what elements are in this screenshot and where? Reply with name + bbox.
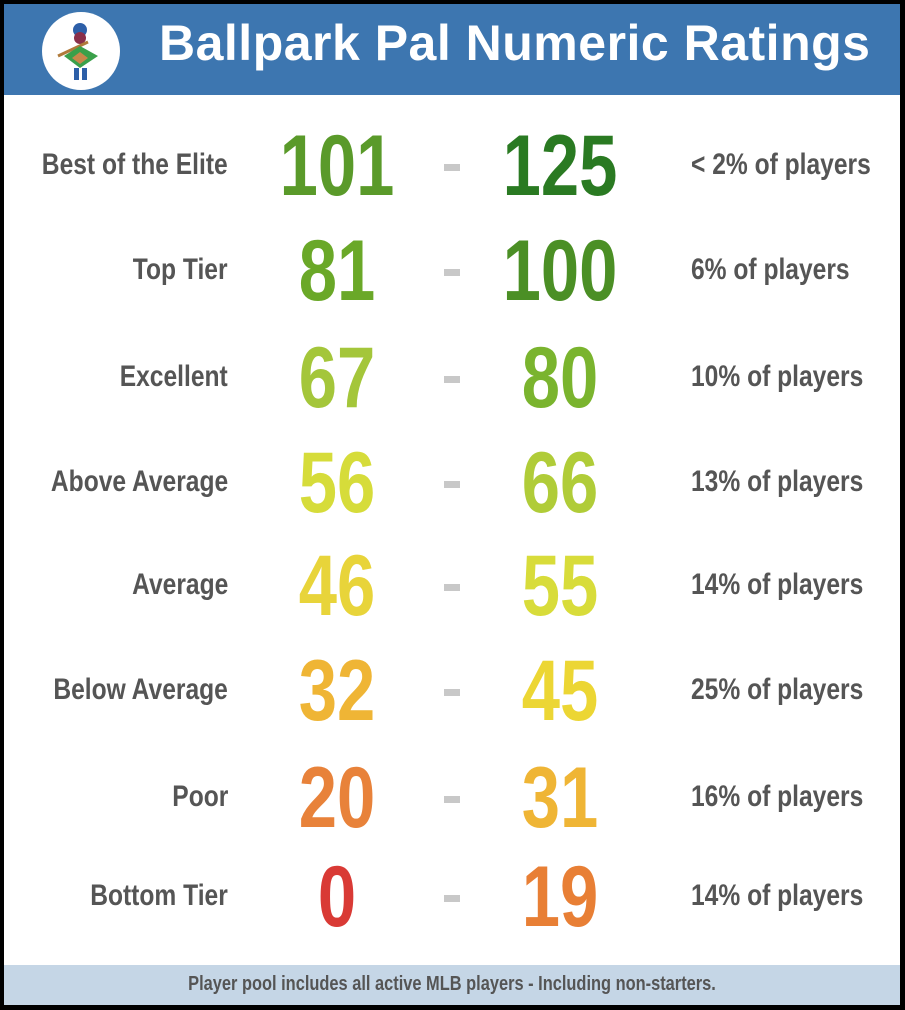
range-dash xyxy=(444,796,460,803)
page-title: Ballpark Pal Numeric Ratings xyxy=(159,15,871,71)
ratings-card: Ballpark Pal Numeric Ratings Best of the… xyxy=(4,4,900,1005)
range-high: 19 xyxy=(521,849,599,945)
footer-text: Player pool includes all active MLB play… xyxy=(188,973,716,995)
player-share: 6% of players xyxy=(691,253,850,286)
rating-row: Top Tier 81 100 6% of players xyxy=(4,221,900,321)
range-low: 81 xyxy=(298,223,376,319)
range-low: 32 xyxy=(298,643,376,739)
rating-row: Best of the Elite 101 125 < 2% of player… xyxy=(4,116,900,216)
rating-row: Below Average 32 45 25% of players xyxy=(4,641,900,741)
header: Ballpark Pal Numeric Ratings xyxy=(4,4,900,95)
tier-label: Best of the Elite xyxy=(42,148,228,181)
footer-note: Player pool includes all active MLB play… xyxy=(4,965,900,1005)
tier-label: Poor xyxy=(171,780,228,813)
range-low: 67 xyxy=(298,330,376,426)
player-share: 16% of players xyxy=(691,780,864,813)
tier-label: Above Average xyxy=(50,465,228,498)
range-dash xyxy=(444,164,460,171)
rating-row: Average 46 55 14% of players xyxy=(4,536,900,636)
range-dash xyxy=(444,584,460,591)
range-high: 125 xyxy=(502,118,618,214)
player-share: 25% of players xyxy=(691,673,864,706)
range-high: 31 xyxy=(521,750,599,846)
range-high: 66 xyxy=(521,435,599,531)
range-low: 0 xyxy=(317,849,357,945)
rating-row: Poor 20 31 16% of players xyxy=(4,748,900,848)
player-share: 10% of players xyxy=(691,360,864,393)
range-dash xyxy=(444,689,460,696)
tier-label: Excellent xyxy=(119,360,228,393)
rating-row: Bottom Tier 0 19 14% of players xyxy=(4,847,900,947)
range-dash xyxy=(444,269,460,276)
tier-label: Top Tier xyxy=(133,253,228,286)
range-low: 46 xyxy=(298,538,376,634)
range-low: 20 xyxy=(298,750,376,846)
rating-row: Above Average 56 66 13% of players xyxy=(4,433,900,533)
range-high: 45 xyxy=(521,643,599,739)
player-share: 14% of players xyxy=(691,568,864,601)
range-dash xyxy=(444,376,460,383)
range-high: 80 xyxy=(521,330,599,426)
tier-label: Bottom Tier xyxy=(90,879,228,912)
player-share: 14% of players xyxy=(691,879,864,912)
range-high: 100 xyxy=(502,223,618,319)
baseball-mascot-logo xyxy=(42,12,120,90)
tier-label: Average xyxy=(131,568,228,601)
player-share: 13% of players xyxy=(691,465,864,498)
rating-row: Excellent 67 80 10% of players xyxy=(4,328,900,428)
range-dash xyxy=(444,895,460,902)
tier-label: Below Average xyxy=(53,673,228,706)
range-low: 56 xyxy=(298,435,376,531)
player-share: < 2% of players xyxy=(691,148,871,181)
range-low: 101 xyxy=(279,118,395,214)
range-high: 55 xyxy=(521,538,599,634)
range-dash xyxy=(444,481,460,488)
